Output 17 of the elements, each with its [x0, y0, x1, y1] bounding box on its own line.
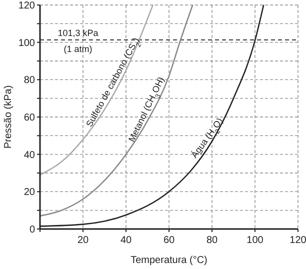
x-tick-label: 120	[290, 235, 306, 246]
x-axis-title: Temperatura (°C)	[130, 255, 208, 266]
ref-line-label: 101,3 kPa (1 atm)	[58, 28, 98, 54]
x-tick-label: 20	[77, 235, 89, 246]
y-tick-label: 0	[29, 224, 36, 236]
y-tick-label: 120	[18, 0, 36, 12]
y-tick-label: 20	[24, 187, 36, 198]
y-tick-label: 100	[18, 38, 36, 49]
line-series	[39, 4, 154, 176]
x-tick-label: 40	[120, 235, 132, 246]
x-tick-label: 80	[206, 235, 218, 246]
y-axis-title: Pressão (kPa)	[3, 85, 14, 149]
y-tick-label: 80	[24, 75, 36, 86]
y-tick-label: 60	[24, 112, 36, 124]
x-tick-label: 100	[246, 235, 264, 246]
x-tick-label: 60	[163, 235, 175, 246]
y-tick-label: 40	[24, 150, 36, 161]
